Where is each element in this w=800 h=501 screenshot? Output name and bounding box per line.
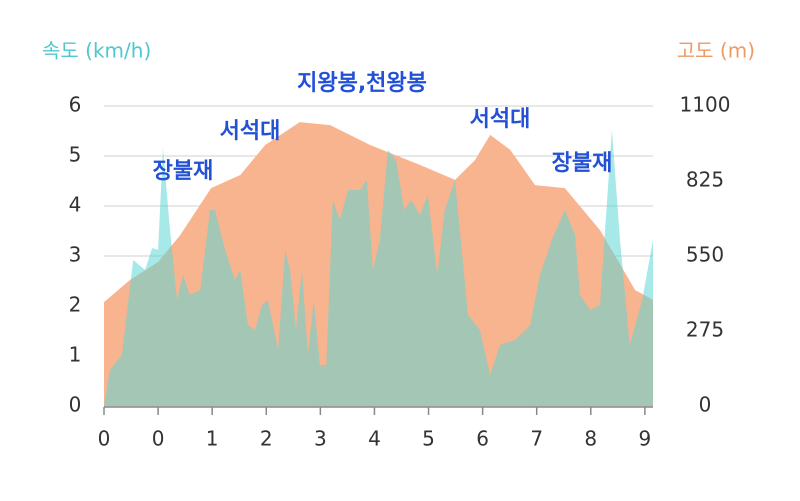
x-tick-label: 7 <box>530 427 543 451</box>
annotation: 장불재 <box>153 159 214 184</box>
y-tick-label: 2 <box>69 293 82 317</box>
x-tick-label: 9 <box>639 427 652 451</box>
annotation: 서석대 <box>470 107 531 132</box>
y-tick-label: 1 <box>69 343 82 367</box>
x-tick-label: 1 <box>206 427 219 451</box>
y2-axis-label: 고도 (m) <box>677 39 755 63</box>
x-tick-label: 0 <box>152 427 165 451</box>
y-tick-label: 3 <box>69 243 82 267</box>
y-tick-label: 6 <box>69 93 82 117</box>
x-tick-label: 6 <box>476 427 489 451</box>
annotation: 지왕봉,천왕봉 <box>297 71 427 96</box>
annotation: 서석대 <box>220 119 281 144</box>
x-tick-label: 0 <box>98 427 111 451</box>
x-tick-label: 4 <box>368 427 381 451</box>
annotation: 장불재 <box>552 151 613 176</box>
y2-tick-label: 275 <box>686 318 724 342</box>
y2-tick-label: 1100 <box>680 93 731 117</box>
area <box>104 130 653 406</box>
y-tick-label: 0 <box>69 393 82 417</box>
x-tick-label: 2 <box>260 427 273 451</box>
y-tick-label: 5 <box>69 143 82 167</box>
y-tick-label: 4 <box>69 193 82 217</box>
y2-tick-label: 825 <box>686 168 724 192</box>
y-axis-label: 속도 (km/h) <box>42 39 151 63</box>
x-tick-label: 5 <box>422 427 435 451</box>
y2-tick-label: 550 <box>686 243 724 267</box>
x-tick-label: 3 <box>314 427 327 451</box>
y2-tick-label: 0 <box>699 393 712 417</box>
x-tick-label: 8 <box>584 427 597 451</box>
